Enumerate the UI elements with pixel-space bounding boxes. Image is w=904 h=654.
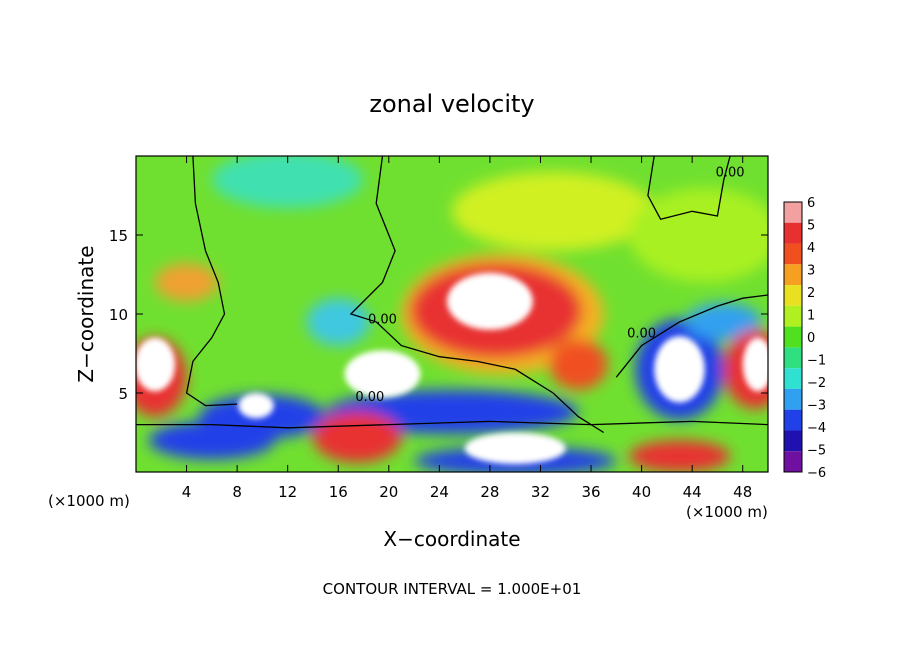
y-tick-label: 10: [109, 306, 128, 324]
colorbar-label: −2: [807, 376, 826, 391]
saturated-pocket-floor: [464, 432, 566, 465]
saturated-core-center: [446, 272, 533, 330]
x-tick-label: 36: [581, 483, 600, 501]
saturated-core-west: [344, 350, 421, 398]
x-unit-left: (×1000 m): [48, 492, 130, 510]
contour-label: 0.00: [368, 312, 397, 327]
saturated-pocket-west: [238, 393, 274, 419]
contour-label: 0.00: [355, 390, 384, 405]
colorbar-label: 4: [807, 241, 815, 256]
y-axis-ticks: 5 10 15: [109, 227, 768, 403]
x-tick-label: 44: [683, 483, 702, 501]
colorbar-swatch: [784, 368, 802, 389]
red-lobe-east: [549, 339, 608, 390]
x-tick-label: 40: [632, 483, 651, 501]
blue-streak-east: [685, 302, 762, 341]
colorbar-label: 0: [807, 331, 815, 346]
red-pocket-floor-mid: [312, 411, 402, 463]
x-tick-label: 48: [733, 483, 752, 501]
y-tick-label: 5: [118, 385, 128, 403]
colorbar-swatch: [784, 305, 802, 327]
colorbar-swatch: [784, 264, 802, 286]
x-unit-right: (×1000 m): [686, 503, 768, 521]
colorbar-label: −3: [807, 399, 826, 414]
contour-label: 0.00: [627, 327, 656, 342]
x-tick-label: 12: [278, 483, 297, 501]
zero-contour-center: [349, 156, 605, 434]
colorbar-swatch: [784, 326, 802, 348]
x-tick-label: 20: [379, 483, 398, 501]
y-axis-label: Z−coordinate: [74, 245, 98, 382]
colorbar-label: 6: [807, 196, 815, 211]
colorbar-swatch: [784, 388, 802, 410]
zero-contour-east: [615, 294, 768, 378]
x-tick-label: 8: [232, 483, 242, 501]
colorbar-swatch: [784, 243, 802, 265]
colorbar-swatch: [784, 451, 802, 472]
colorbar-label: 3: [807, 264, 815, 279]
colorbar-swatch: [784, 202, 802, 223]
colorbar-label: 1: [807, 309, 815, 324]
x-axis-ticks: 4 8 12 16 20 24 28 32 36 40 44 48: [182, 156, 752, 501]
colorbar-swatch: [784, 222, 802, 244]
x-tick-label: 16: [329, 483, 348, 501]
zero-contour-floor: [136, 420, 768, 429]
red-pocket-floor-east: [628, 440, 731, 472]
colorbar-swatch: [784, 347, 802, 369]
colorbar-swatch: [784, 430, 802, 452]
y-tick-label: 15: [109, 227, 128, 245]
colorbar-swatch: [784, 285, 802, 306]
chart-title: zonal velocity: [369, 90, 534, 118]
colorbar: 6 5 4 3 2 1 0 −1 −2 −3 −4 −5 −6: [783, 196, 826, 481]
zero-contour-west: [185, 156, 238, 407]
colorbar-label: −4: [807, 421, 826, 436]
blue-band-floor-west: [148, 421, 276, 460]
x-tick-label: 4: [182, 483, 192, 501]
x-axis-label: X−coordinate: [383, 527, 520, 551]
x-tick-label: 28: [480, 483, 499, 501]
yellow-band-top: [452, 171, 655, 251]
saturated-core-right-edge: [742, 337, 768, 392]
x-tick-label: 32: [531, 483, 550, 501]
colorbar-swatch: [784, 409, 802, 431]
velocity-field: 0.00 0.00 0.00 0.00: [136, 156, 768, 472]
lime-patch-right: [628, 187, 768, 283]
colorbar-label: 2: [807, 286, 815, 301]
colorbar-label: −6: [807, 466, 826, 481]
orange-patch-left: [154, 263, 219, 302]
colorbar-label: −1: [807, 354, 826, 369]
zero-contour-ne: [647, 156, 731, 220]
saturated-core-east: [654, 336, 705, 403]
x-tick-label: 24: [430, 483, 449, 501]
field-saturated-layer: [136, 272, 768, 465]
cyan-patch-top: [211, 156, 364, 209]
saturated-core-left-edge: [136, 337, 176, 392]
contour-label: 0.00: [716, 166, 745, 181]
colorbar-label: −5: [807, 444, 826, 459]
colorbar-label: 5: [807, 219, 815, 234]
colorbar-frame: [783, 201, 803, 473]
contour-interval: CONTOUR INTERVAL = 1.000E+01: [323, 580, 582, 598]
